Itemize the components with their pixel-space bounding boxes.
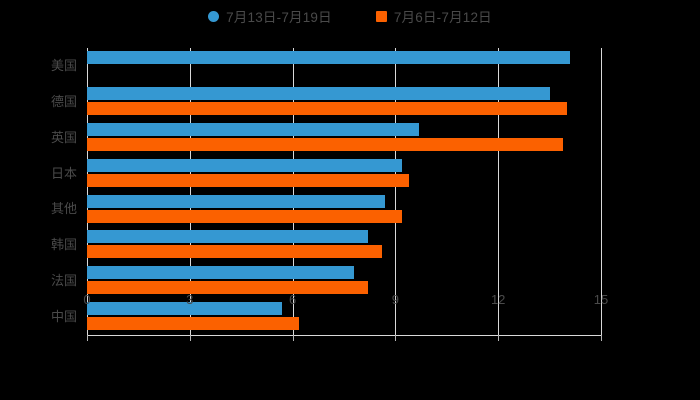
x-tick-label-15: 15 [593,292,609,307]
legend-label-series-2: 7月6日-7月12日 [393,10,492,25]
y-axis-category-label: 其他 [50,201,77,217]
gridline-x-3 [189,48,191,335]
x-tick-label-3: 3 [186,292,194,307]
gridline-x-15 [601,48,602,335]
y-axis-category-label: 中国 [50,309,77,325]
x-tick-label-6: 6 [288,292,297,307]
bar-series-2[interactable] [87,245,382,259]
chart-legend: 7月13日-7月19日 7月6日-7月12日 [0,6,700,26]
bar-series-1[interactable] [87,122,420,136]
circle-marker-icon [208,10,220,22]
plot-area: 美国德国英国日本其他韩国法国中国 [51,48,602,341]
gridline-x-9 [395,48,397,335]
bar-series-1[interactable] [87,51,571,64]
bar-series-1[interactable] [87,86,550,100]
bar-series-2[interactable] [87,137,564,151]
y-axis-category-label: 日本 [50,165,77,181]
bar-series-2[interactable] [87,173,410,187]
bar-series-1[interactable] [87,194,386,208]
x-tick-label-12: 12 [490,292,506,307]
bar-group: 中国 [51,299,601,335]
bar-group: 美国 [51,48,601,84]
gridline-x-12 [498,48,500,335]
bar-series-1[interactable] [87,158,403,172]
bar-group: 其他 [51,192,601,228]
tick-mark-x-9 [395,335,397,341]
y-axis-line [87,48,88,335]
y-axis-category-label: 英国 [50,129,77,145]
bar-series-2[interactable] [87,101,567,115]
y-axis-category-label: 德国 [50,93,77,109]
bar-group: 英国 [51,120,601,156]
x-axis-line [87,335,601,336]
legend-label-series-1: 7月13日-7月19日 [226,10,332,25]
bar-series-2[interactable] [87,209,403,223]
square-marker-icon [375,10,387,22]
bar-group: 德国 [51,84,601,120]
bar-group: 韩国 [51,227,601,263]
tick-mark-x-6 [292,335,294,341]
tick-mark-x-12 [498,335,500,341]
legend-item-series-2[interactable]: 7月6日-7月12日 [375,6,492,26]
tick-mark-x-15 [601,335,602,341]
bar-series-2[interactable] [87,281,368,295]
x-tick-label-9: 9 [391,292,400,307]
y-axis-category-label: 法国 [50,273,77,289]
x-tick-label-0: 0 [83,292,91,307]
bar-group: 日本 [51,156,601,192]
y-axis-category-label: 美国 [50,57,77,73]
bar-series-1[interactable] [87,302,283,316]
gridline-x-6 [292,48,294,335]
bar-series-2[interactable] [87,317,300,331]
tick-mark-x-0 [87,335,88,341]
legend-item-series-1[interactable]: 7月13日-7月19日 [208,6,332,26]
bar-series-1[interactable] [87,230,368,244]
y-axis-category-label: 韩国 [50,237,77,253]
bar-group: 法国 [51,263,601,299]
bar-series-1[interactable] [87,266,355,280]
tick-mark-x-3 [189,335,191,341]
